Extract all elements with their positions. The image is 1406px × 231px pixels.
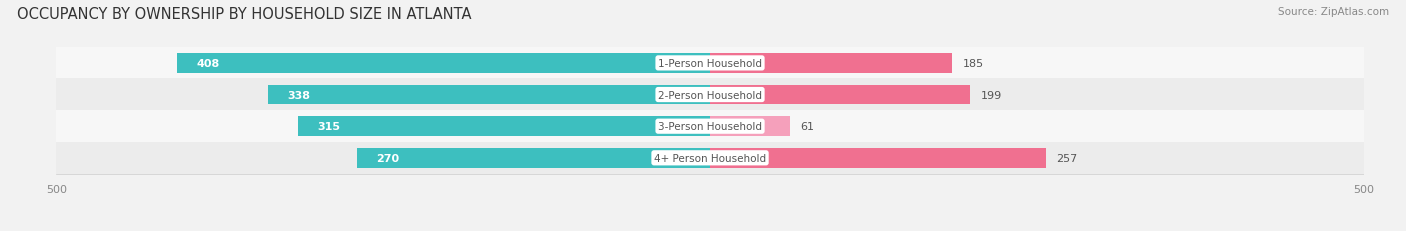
Text: 408: 408 xyxy=(197,59,219,69)
Legend: Owner-occupied, Renter-occupied: Owner-occupied, Renter-occupied xyxy=(588,228,832,231)
Bar xyxy=(298,117,710,136)
Bar xyxy=(357,148,710,168)
Text: 2-Person Household: 2-Person Household xyxy=(658,90,762,100)
Text: 338: 338 xyxy=(288,90,311,100)
Bar xyxy=(269,85,710,105)
Text: 3-Person Household: 3-Person Household xyxy=(658,122,762,132)
Bar xyxy=(177,54,710,73)
Bar xyxy=(56,110,1364,143)
Bar xyxy=(710,54,952,73)
Text: 257: 257 xyxy=(1056,153,1078,163)
Bar xyxy=(710,117,790,136)
Text: 4+ Person Household: 4+ Person Household xyxy=(654,153,766,163)
Bar xyxy=(710,148,1046,168)
Text: Source: ZipAtlas.com: Source: ZipAtlas.com xyxy=(1278,7,1389,17)
Bar xyxy=(56,142,1364,174)
Text: 1-Person Household: 1-Person Household xyxy=(658,59,762,69)
Bar xyxy=(710,85,970,105)
Text: 315: 315 xyxy=(318,122,340,132)
Text: OCCUPANCY BY OWNERSHIP BY HOUSEHOLD SIZE IN ATLANTA: OCCUPANCY BY OWNERSHIP BY HOUSEHOLD SIZE… xyxy=(17,7,471,22)
Text: 185: 185 xyxy=(962,59,984,69)
Text: 199: 199 xyxy=(981,90,1002,100)
Bar xyxy=(56,48,1364,80)
Text: 61: 61 xyxy=(800,122,814,132)
Text: 270: 270 xyxy=(377,153,399,163)
Bar xyxy=(56,79,1364,111)
